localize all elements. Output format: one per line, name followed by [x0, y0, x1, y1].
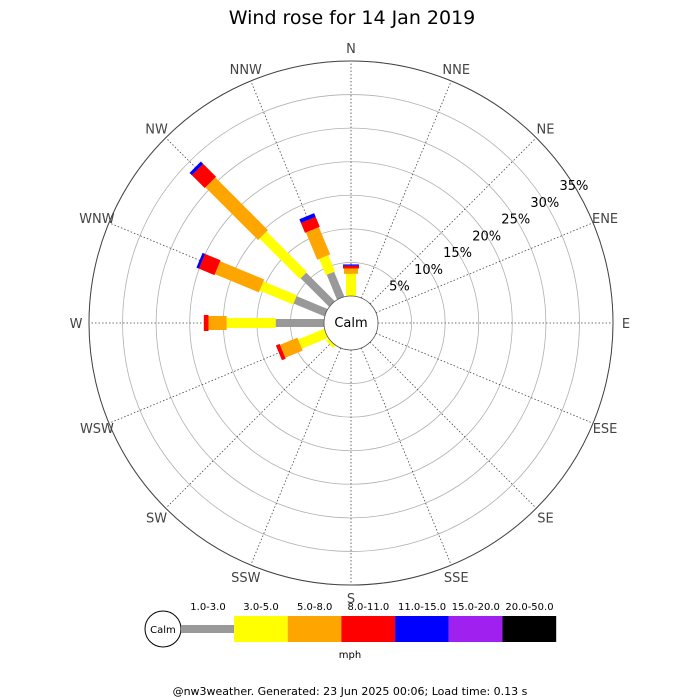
bar-nnw-2: [305, 227, 331, 260]
direction-label-sw: SW: [146, 511, 167, 526]
bar-wnw-3: [198, 253, 221, 276]
spoke-ne: [369, 137, 537, 305]
bar-nnw-3: [300, 216, 320, 233]
bar-nnw-4: [299, 213, 316, 223]
bar-nw-2: [205, 177, 269, 241]
direction-label-wsw: WSW: [80, 422, 114, 437]
bar-nnw-0: [326, 271, 345, 300]
direction-label-s: S: [347, 592, 355, 607]
legend-label-6: 20.0-50.0: [505, 602, 553, 613]
legend-label-4: 11.0-15.0: [398, 602, 446, 613]
legend-swatch-6: [502, 616, 557, 642]
legend-swatch-4: [395, 616, 449, 642]
legend-label-1: 3.0-5.0: [243, 602, 278, 613]
direction-label-nnw: NNW: [230, 63, 262, 78]
tick-label-10: 10%: [414, 263, 443, 278]
legend-label-3: 8.0-11.0: [348, 602, 390, 613]
bar-wnw-1: [259, 281, 297, 305]
direction-label-se: SE: [537, 511, 553, 526]
calm-label: Calm: [334, 316, 367, 331]
tick-label-5: 5%: [389, 280, 410, 295]
direction-label-ese: ESE: [593, 422, 618, 437]
bar-wsw-2: [279, 337, 303, 358]
spoke-ssw: [250, 347, 342, 566]
direction-labels: N NNE NE ENE E ESE SE SSE S SSW SW WSW W WNW NW NNW: [70, 42, 631, 607]
legend-swatch-5: [448, 616, 503, 642]
ring-30: [122, 94, 580, 552]
wind-bars: [189, 161, 359, 361]
direction-label-ssw: SSW: [231, 571, 261, 586]
direction-label-n: N: [346, 42, 356, 57]
spoke-ene: [375, 222, 594, 314]
spoke-se: [369, 341, 537, 509]
bar-nnw-1: [319, 255, 336, 276]
radial-tick-labels: 5% 10%15%20%25%30%35%: [389, 179, 588, 295]
bar-wnw-4: [196, 252, 206, 269]
legend-swatch-2: [287, 616, 342, 642]
bar-wnw-2: [214, 261, 265, 293]
bar-sw-1: [325, 338, 336, 349]
legend-swatch-3: [341, 616, 396, 642]
bar-wnw-0: [293, 296, 328, 317]
spoke-sse: [360, 347, 452, 566]
direction-label-wnw: WNW: [79, 212, 115, 227]
direction-label-e: E: [622, 317, 630, 332]
legend-calm-label: Calm: [150, 625, 176, 636]
legend-label-2: 5.0-8.0: [297, 602, 332, 613]
bar-wsw-1: [298, 328, 328, 349]
direction-label-nw: NW: [145, 123, 168, 138]
direction-label-w: W: [70, 317, 83, 332]
legend-unit: mph: [339, 650, 361, 661]
bar-nw-0: [300, 272, 335, 307]
spoke-ese: [375, 332, 594, 424]
speed-legend: Calm 1.0-3.0 3.0-5.0 5.0-8.0 8.0-11.0 11.0-1…: [144, 602, 557, 661]
bar-nw-3: [191, 163, 217, 189]
legend-label-5: 15.0-20.0: [452, 602, 500, 613]
tick-label-35: 35%: [559, 179, 588, 194]
bar-nw-4: [189, 161, 204, 176]
bar-wsw-3: [275, 343, 286, 361]
bar-nw-1: [259, 231, 307, 279]
direction-label-nne: NNE: [442, 63, 470, 78]
direction-label-ne: NE: [536, 123, 554, 138]
tick-label-25: 25%: [501, 213, 530, 228]
tick-label-15: 15%: [443, 246, 472, 261]
tick-label-30: 30%: [530, 196, 559, 211]
spoke-nne: [360, 80, 452, 299]
spoke-sw: [165, 341, 333, 509]
legend-label-0: 1.0-3.0: [190, 602, 225, 613]
chart-title: Wind rose for 14 Jan 2019: [229, 7, 476, 29]
direction-label-sse: SSE: [444, 571, 469, 586]
calm-circle: [323, 295, 379, 351]
direction-label-ene: ENE: [592, 212, 618, 227]
tick-label-20: 20%: [472, 229, 501, 244]
ring-25: [155, 127, 547, 519]
footer-text: @nw3weather. Generated: 23 Jun 2025 00:0…: [173, 685, 528, 698]
legend-swatch-1: [234, 616, 288, 642]
legend-swatch-0: [181, 625, 234, 633]
